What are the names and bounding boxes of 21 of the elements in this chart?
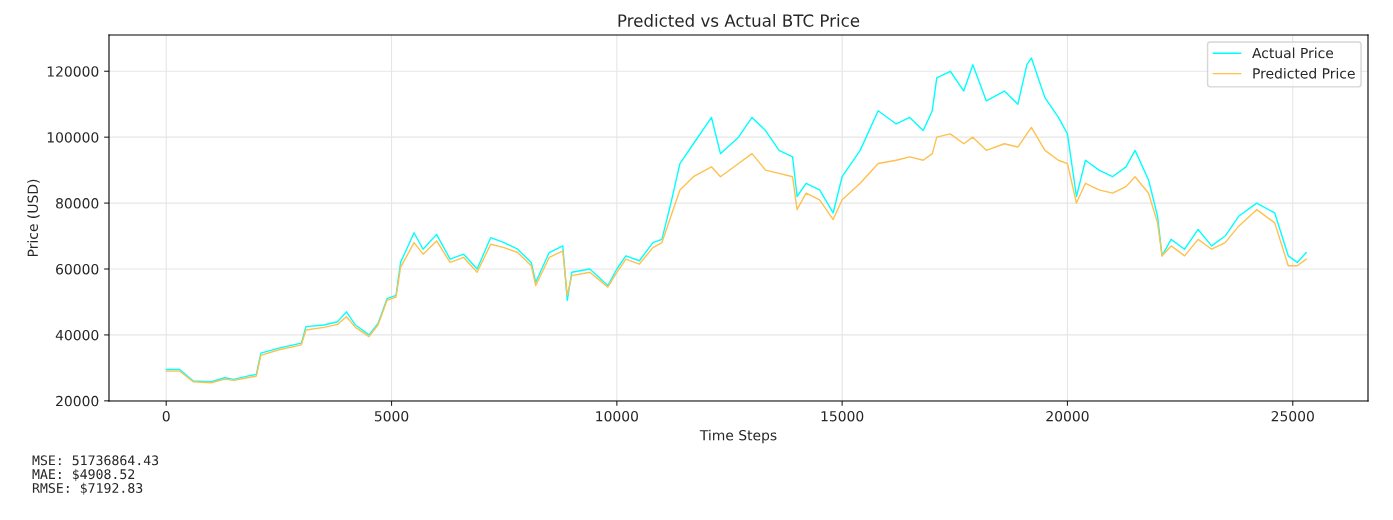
chart-title: Predicted vs Actual BTC Price	[618, 14, 860, 27]
x-tick-label: 15000	[821, 410, 864, 422]
legend-label: Predicted Price	[1253, 67, 1355, 79]
y-tick-label: 80000	[56, 198, 99, 209]
text: MAE: $4908.52	[32, 468, 135, 481]
y-tick-label: 100000	[47, 132, 99, 143]
x-tick-label: 10000	[596, 410, 638, 422]
x-axis-title: Time Steps	[699, 429, 777, 444]
y-tick-label: 40000	[55, 329, 99, 341]
y-tick-label: 20000	[56, 395, 99, 407]
x-tick-label: 25000	[1271, 410, 1314, 422]
line-series	[165, 126, 1307, 384]
x-tick-label: 0	[162, 410, 170, 422]
text: MSE: 51736864.43	[32, 455, 159, 466]
legend-label: Actual Price	[1252, 47, 1334, 59]
text: RMSE: $7192.83	[32, 482, 143, 495]
y-tick-label: 60000	[56, 263, 99, 275]
y-tick-label: 120000	[47, 66, 99, 77]
y-axis-title: Price (USD)	[27, 179, 40, 257]
x-tick-label: 20000	[1046, 410, 1089, 422]
x-tick-label: 5000	[374, 410, 409, 422]
